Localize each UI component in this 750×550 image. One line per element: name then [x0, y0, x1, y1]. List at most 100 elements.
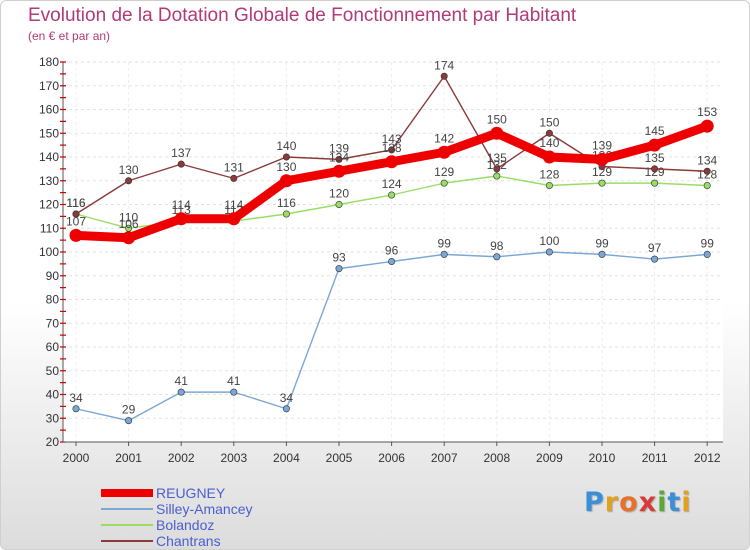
data-point: [440, 179, 448, 187]
data-point: [282, 153, 290, 161]
y-tick-label: 140: [39, 150, 59, 164]
data-point: [72, 405, 80, 413]
x-tick-label: 2003: [220, 451, 247, 465]
data-label: 138: [382, 141, 402, 155]
data-point: [651, 165, 659, 173]
x-tick-label: 2007: [431, 451, 458, 465]
data-label: 116: [66, 196, 85, 210]
data-label: 130: [276, 160, 296, 174]
data-point: [703, 182, 711, 190]
data-label: 139: [329, 141, 349, 155]
data-label: 134: [697, 153, 717, 167]
data-label: 135: [487, 151, 507, 165]
legend-swatch: [101, 508, 153, 510]
data-label: 41: [227, 374, 241, 388]
legend-swatch: [101, 489, 153, 497]
data-label: 41: [175, 374, 189, 388]
data-label: 34: [280, 391, 294, 405]
y-tick-label: 120: [39, 198, 59, 212]
legend-label: Silley-Amancey: [156, 501, 253, 517]
data-point: [440, 72, 448, 80]
data-point: [332, 164, 346, 178]
y-tick-label: 30: [46, 411, 60, 425]
data-point: [69, 228, 83, 242]
y-tick-label: 20: [46, 435, 60, 449]
data-point: [335, 201, 343, 209]
data-label: 107: [66, 214, 86, 228]
data-point: [230, 174, 238, 182]
y-tick-label: 50: [46, 364, 60, 378]
chart-subtitle: (en € et par an): [28, 29, 111, 43]
data-label: 129: [592, 165, 612, 179]
data-label: 110: [119, 210, 138, 224]
data-point: [279, 174, 293, 188]
data-point: [493, 165, 501, 173]
y-tick-label: 170: [39, 79, 59, 93]
data-point: [598, 179, 606, 187]
data-point: [493, 172, 501, 180]
data-label: 99: [595, 236, 609, 250]
data-label: 100: [539, 234, 559, 248]
y-tick-label: 70: [46, 316, 60, 330]
x-axis-ticks: 2000 2001 2002 2003 2004 2005 2006 2007 2008 2009…: [63, 442, 721, 465]
data-label: 116: [66, 196, 85, 210]
legend-label: Chantrans: [156, 533, 221, 549]
y-tick-label: 60: [46, 340, 60, 354]
data-label: 97: [648, 241, 662, 255]
data-label: 137: [171, 146, 191, 160]
data-point: [545, 129, 553, 137]
data-point: [125, 417, 133, 425]
data-point: [174, 212, 188, 226]
x-tick-label: 2001: [115, 451, 142, 465]
y-tick-label: 130: [39, 174, 59, 188]
data-point: [385, 155, 399, 169]
data-point: [700, 119, 714, 133]
data-label: 130: [119, 163, 139, 177]
data-point: [282, 210, 290, 218]
data-point: [335, 155, 343, 163]
data-point: [648, 138, 662, 152]
data-point: [437, 145, 451, 159]
x-tick-label: 2002: [168, 451, 195, 465]
data-label: 150: [539, 115, 559, 129]
proxiti-logo: Proxiti: [584, 487, 692, 518]
logo-letter: o: [619, 487, 639, 518]
y-tick-label: 100: [39, 245, 59, 259]
y-axis-minor-ticks: [60, 61, 66, 443]
x-tick-label: 2000: [63, 451, 90, 465]
x-tick-label: 2004: [273, 451, 300, 465]
x-tick-label: 2005: [326, 451, 353, 465]
data-label: 150: [487, 112, 507, 126]
x-tick-label: 2006: [378, 451, 405, 465]
data-label: 114: [172, 198, 191, 212]
data-label: 139: [592, 138, 612, 152]
data-point: [545, 248, 553, 256]
x-tick-label: 2010: [589, 451, 616, 465]
data-point: [651, 255, 659, 263]
data-point: [177, 160, 185, 168]
legend-swatch: [101, 540, 153, 542]
logo-letter: i: [681, 487, 692, 518]
legend-label: REUGNEY: [156, 485, 226, 501]
data-label: 34: [69, 391, 83, 405]
data-point: [72, 210, 80, 218]
y-axis-ticks: 20 30 40 50 60 70 80 90 100 110 120 130 140 150 160 170…: [39, 55, 59, 449]
data-point: [440, 250, 448, 258]
data-point: [703, 250, 711, 258]
data-label: 116: [277, 196, 296, 210]
data-point: [125, 177, 133, 185]
series-silley-amancey: 34 29 41 41 34 93 96 99 98 100 99 97 99: [69, 234, 714, 425]
data-label: 140: [276, 139, 296, 153]
logo-letter: r: [604, 487, 620, 518]
data-point: [335, 265, 343, 273]
data-label: 114: [224, 198, 243, 212]
data-label: 124: [382, 177, 402, 191]
x-tick-label: 2012: [694, 451, 721, 465]
data-point: [177, 388, 185, 396]
series-reugney: 107 106 114 114 130 134 138 142 150 140 139 145 153: [66, 105, 718, 245]
logo-letter: i: [657, 487, 668, 518]
data-label: 153: [697, 105, 717, 119]
data-point: [388, 257, 396, 265]
